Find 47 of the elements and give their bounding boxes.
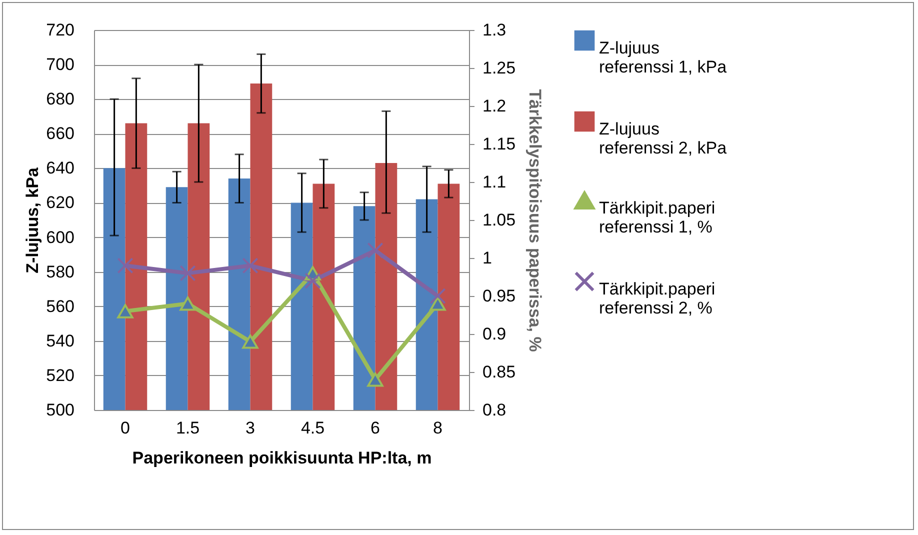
y-tick-label: 660	[46, 124, 74, 144]
y-tick-label: 500	[46, 400, 74, 420]
y2-tick-label: 0.85	[482, 362, 516, 382]
legend-label: Tärkkipit.paperi referenssi 2, %	[599, 280, 716, 318]
y-tick-label: 540	[46, 331, 74, 350]
y2-tick-label: 1.05	[482, 210, 516, 230]
y-axis-title: Z-lujuus, kPa	[23, 167, 42, 274]
y-tick-label: 640	[46, 158, 74, 178]
y2-tick-label: 1.3	[482, 20, 506, 40]
x-tick-label: 8	[433, 418, 442, 438]
y2-axis-title: Tärkkelyspitoisuus paperissa, %	[526, 89, 545, 352]
x-axis-title: Paperikoneen poikkisuunta HP:lta, m	[132, 448, 432, 468]
y2-tick-label: 1	[482, 248, 492, 268]
y2-tick-label: 1.25	[482, 58, 516, 78]
point	[430, 296, 446, 311]
y2-tick-label: 0.8	[482, 400, 506, 420]
point	[367, 372, 384, 387]
y2-tick-label: 1.15	[482, 134, 516, 154]
y-tick-label: 720	[46, 20, 74, 40]
y-tick-label: 680	[46, 90, 74, 109]
y2-tick-label: 1.1	[482, 172, 506, 192]
point	[242, 258, 258, 274]
y-tick-label: 600	[46, 228, 74, 247]
point	[304, 272, 321, 289]
y-tick-label: 620	[46, 193, 74, 212]
y2-tick-label: 1.2	[482, 96, 506, 116]
x-tick-label: 0	[120, 418, 130, 438]
point	[242, 334, 258, 349]
legend-label: Z-lujuus referenssi 1, kPa	[599, 38, 728, 76]
y-tick-label: 520	[46, 366, 74, 385]
point	[180, 265, 196, 282]
legend-label: Z-lujuus referenssi 2, kPa	[599, 120, 728, 158]
x-tick-label: 3	[246, 418, 255, 438]
point	[117, 304, 134, 318]
point	[367, 242, 384, 258]
y-tick-label: 700	[46, 55, 74, 74]
point	[117, 258, 134, 274]
legend-label: Tärkkipit.paperi referenssi 1, %	[599, 198, 716, 236]
y2-tick-label: 0.9	[482, 324, 506, 344]
y2-tick-label: 0.95	[482, 286, 516, 306]
y-tick-label: 560	[46, 296, 74, 316]
x-tick-label: 1.5	[176, 418, 200, 438]
x-tick-label: 6	[370, 418, 380, 438]
x-tick-label: 4.5	[300, 418, 325, 438]
y-tick-label: 580	[46, 262, 74, 282]
point	[180, 296, 196, 311]
point	[430, 288, 446, 304]
